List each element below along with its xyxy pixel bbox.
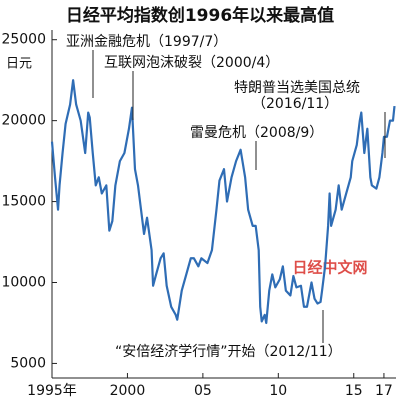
y-unit: 日元 [6, 57, 32, 72]
annotation: 特朗普当选美国总统 [234, 80, 360, 96]
annotation: （2016/11） [252, 96, 338, 112]
y-tick-label: 10000 [1, 275, 46, 291]
annotation: “安倍经济学行情”开始（2012/11） [115, 344, 342, 360]
chart-title: 日经平均指数创1996年以来最高值 [66, 5, 334, 26]
line-series [50, 79, 396, 325]
x-tick-label: 15 [345, 383, 363, 399]
x-tick-label: 17 [375, 383, 393, 399]
x-tick-label: 10 [269, 383, 287, 399]
x-tick-label: 2000 [110, 383, 146, 399]
y-tick-label: 25000 [1, 32, 46, 48]
y-tick-label: 5000 [10, 355, 46, 371]
x-tick-label: 1995年 [27, 383, 77, 399]
y-tick-label: 20000 [1, 113, 46, 129]
watermark: 日经中文网 [292, 259, 367, 277]
annotation: 互联网泡沫破裂（2000/4） [104, 55, 279, 71]
x-tick-label: 05 [194, 383, 212, 399]
y-tick-label: 15000 [1, 194, 46, 210]
annotation: 雷曼危机（2008/9） [190, 125, 323, 141]
annotation: 亚洲金融危机（1997/7） [66, 34, 227, 50]
